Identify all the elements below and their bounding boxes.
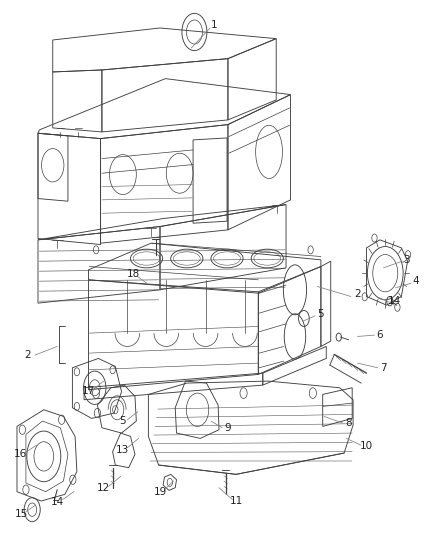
Text: 15: 15 (15, 510, 28, 519)
Text: 4: 4 (412, 276, 419, 286)
Text: 11: 11 (230, 496, 243, 506)
Text: 2: 2 (25, 350, 31, 360)
Text: 5: 5 (120, 416, 126, 426)
Text: 16: 16 (14, 449, 27, 459)
Text: 17: 17 (82, 386, 95, 396)
Text: 8: 8 (345, 418, 352, 428)
Text: 2: 2 (354, 289, 361, 300)
Text: 5: 5 (318, 310, 324, 319)
Text: 18: 18 (127, 270, 140, 279)
Text: 14: 14 (50, 497, 64, 507)
Text: 12: 12 (97, 483, 110, 492)
Text: 13: 13 (116, 445, 130, 455)
Text: 19: 19 (154, 487, 167, 497)
Text: 14: 14 (388, 296, 401, 306)
Text: 10: 10 (360, 441, 373, 451)
Text: 1: 1 (211, 20, 218, 30)
Text: 9: 9 (225, 423, 231, 433)
Text: 7: 7 (380, 364, 387, 374)
Text: 6: 6 (377, 330, 383, 340)
Text: 3: 3 (403, 255, 410, 265)
